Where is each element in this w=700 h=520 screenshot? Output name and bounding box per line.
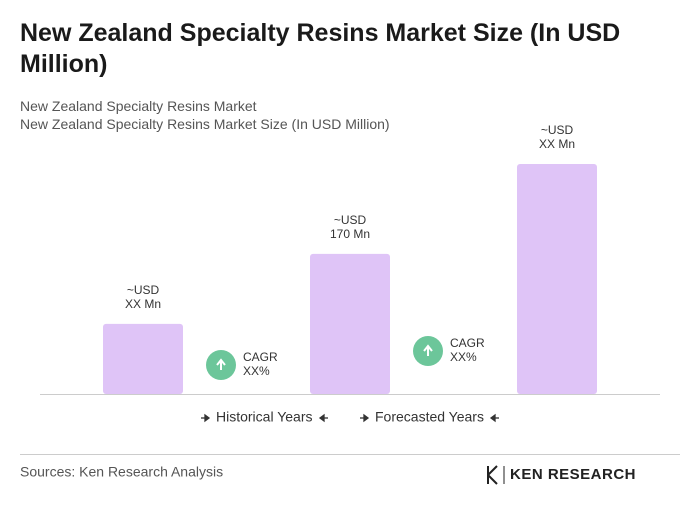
cagr-label: XX% [450,350,477,364]
subtitle: New Zealand Specialty Resins Market [20,98,257,114]
chart-title: New Zealand Specialty Resins Market Size… [20,19,621,78]
cagr-arrow [423,344,433,356]
value-label: 170 Mn [330,227,370,241]
value-label: ~USD [127,283,160,297]
value-label: ~USD [334,213,367,227]
bar [310,253,390,394]
legend-label: Historical Years [216,409,313,425]
brand: KEN RESEARCH [510,466,636,483]
cagr-arrow [216,358,226,370]
bar [517,164,597,394]
value-label: ~USD [541,123,574,137]
bar [103,323,183,394]
logo-icon [487,465,505,485]
subtitle: New Zealand Specialty Resins Market Size… [20,116,390,132]
cagr-label: XX% [243,364,270,378]
legend-label: Forecasted Years [375,409,484,425]
value-label: XX Mn [125,297,161,311]
cagr-label: CAGR [450,336,485,350]
source: Sources: Ken Research Analysis [20,464,223,480]
value-label: XX Mn [539,137,575,151]
cagr-label: CAGR [243,350,278,364]
legend-arrows [201,413,499,423]
